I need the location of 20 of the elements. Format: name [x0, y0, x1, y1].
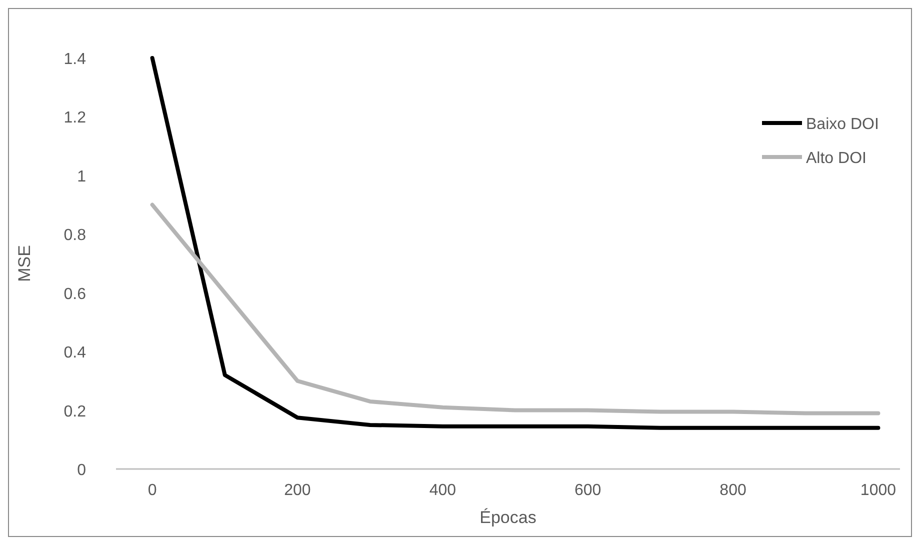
x-tick-label: 800 — [720, 482, 746, 499]
x-tick-label: 400 — [429, 482, 456, 499]
x-tick-label: 0 — [148, 482, 157, 499]
legend-label: Alto DOI — [806, 150, 866, 167]
legend-label: Baixo DOI — [806, 116, 879, 133]
y-tick-label: 0.2 — [64, 403, 86, 420]
x-tick-label: 200 — [284, 482, 311, 499]
line-series — [150, 56, 880, 430]
y-tick-label: 1.2 — [64, 110, 86, 127]
y-tick-label: 0.6 — [64, 286, 86, 303]
y-axis-title: MSE — [15, 245, 34, 282]
x-axis-title: Épocas — [480, 508, 536, 527]
y-tick-label: 0.4 — [64, 344, 86, 362]
y-tick-label: 0.8 — [64, 227, 86, 244]
y-tick-label: 0 — [77, 462, 86, 479]
y-tick-label: 1.4 — [64, 51, 86, 68]
y-tick-label: 1 — [77, 168, 86, 186]
x-tick-label: 1000 — [860, 482, 896, 499]
line-series — [150, 202, 880, 416]
x-tick-label: 600 — [574, 482, 602, 499]
